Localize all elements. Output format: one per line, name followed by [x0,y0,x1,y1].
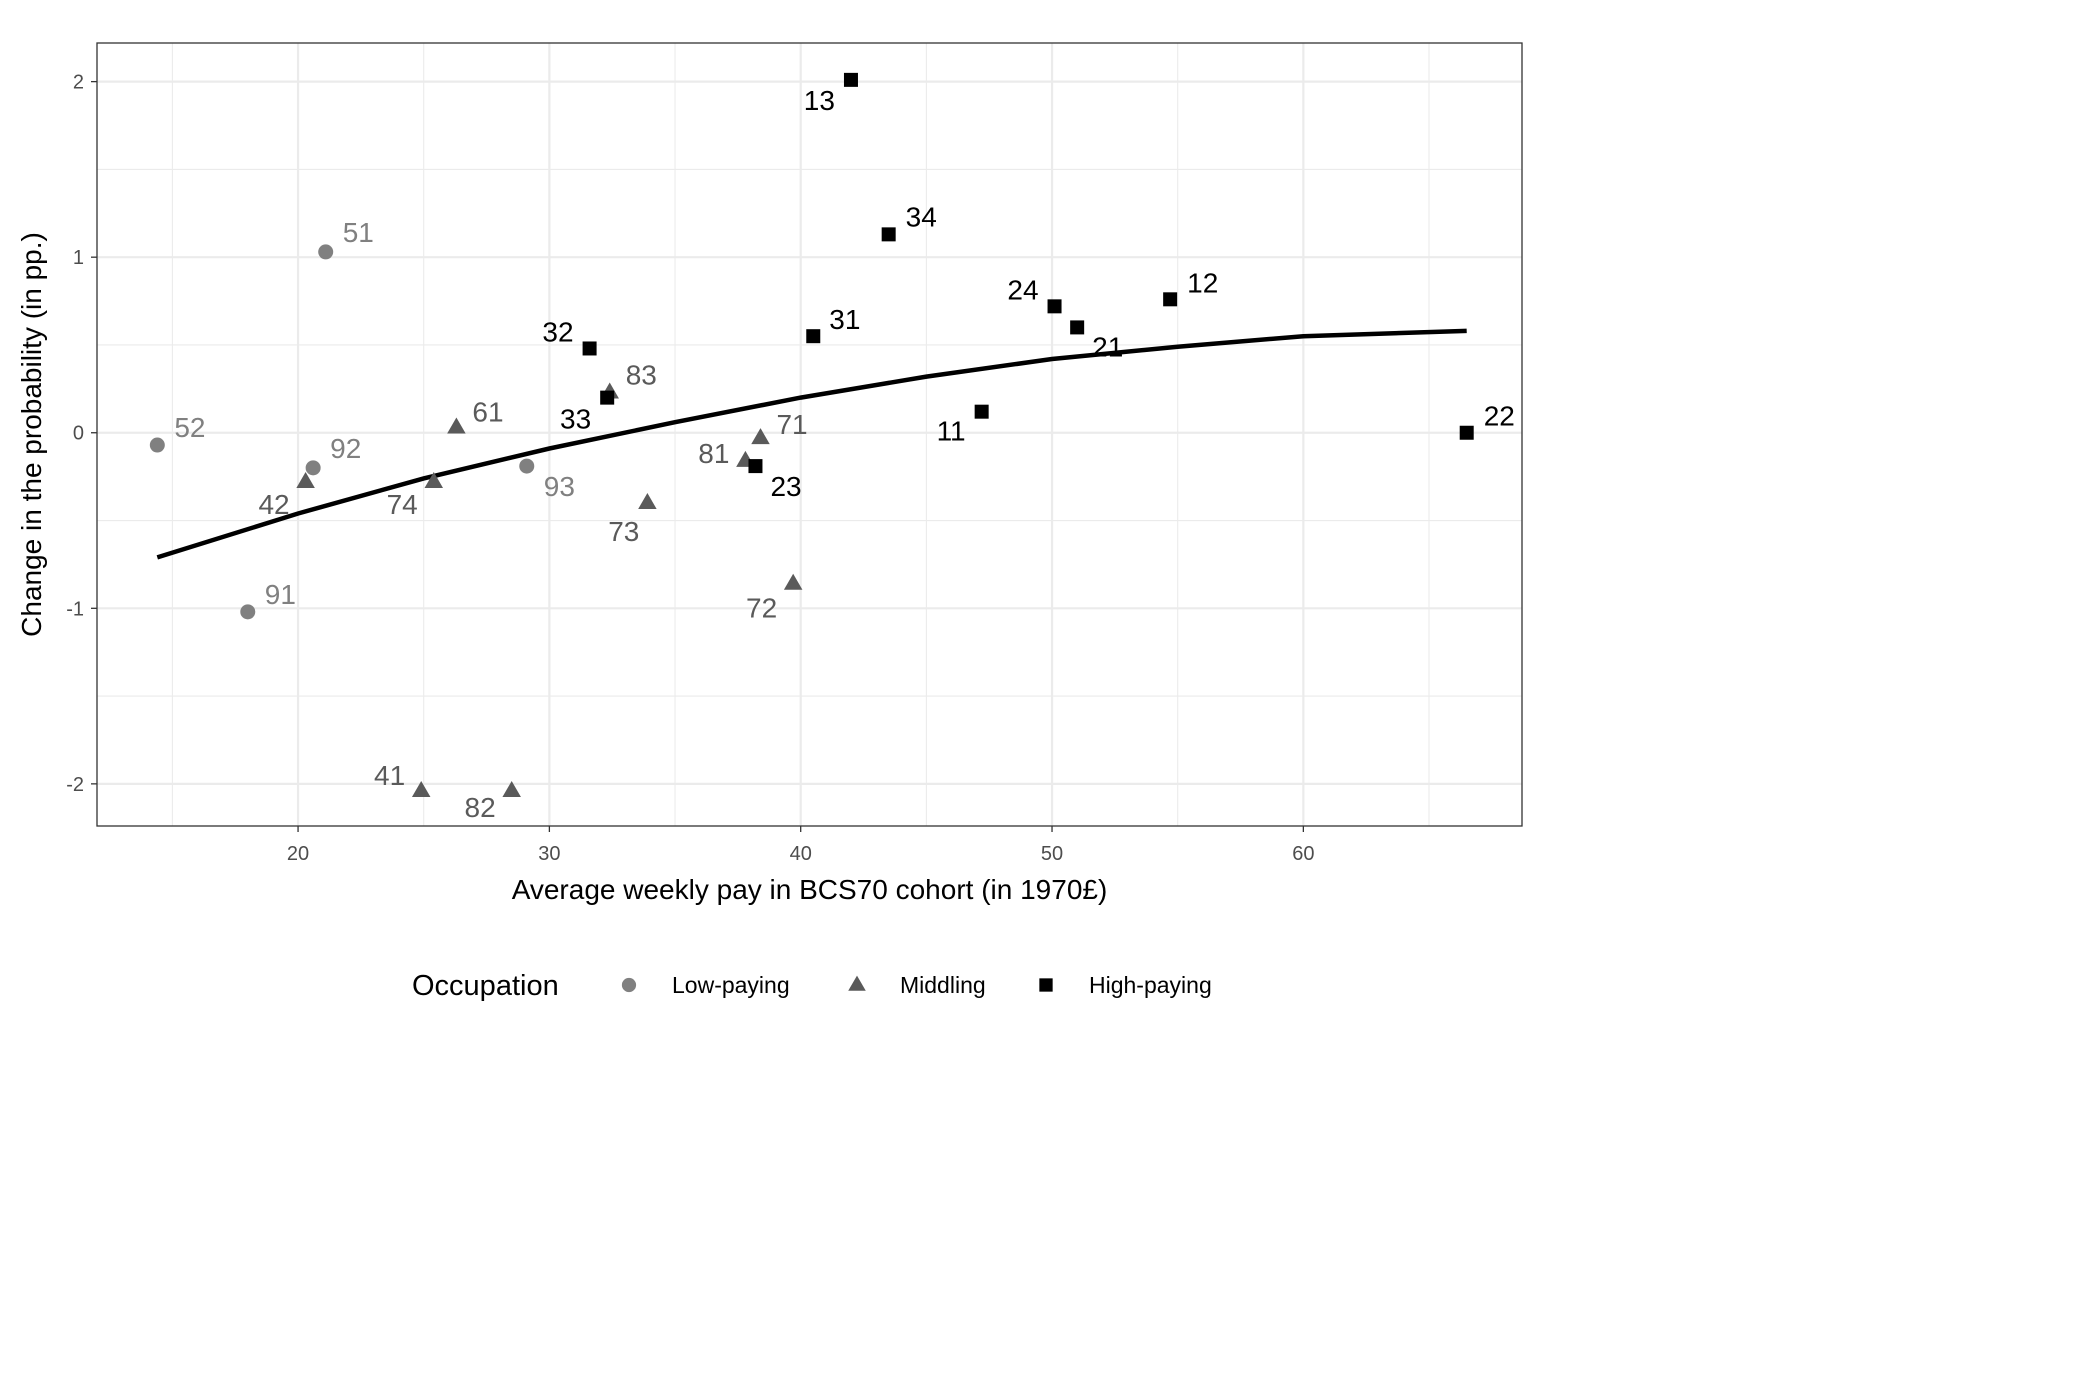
point-high-paying-32 [582,341,597,356]
point-label-12: 12 [1187,267,1218,298]
point-label-72: 72 [746,593,777,624]
point-label-32: 32 [542,316,573,347]
point-label-83: 83 [626,359,657,390]
point-high-paying-33 [600,390,615,405]
point-label-11: 11 [937,416,966,447]
legend-entries: Low-paying Middling High-paying [621,972,1212,998]
point-low-paying-52 [149,437,165,453]
point-label-22: 22 [1484,401,1515,432]
point-high-paying-34 [881,227,896,242]
point-label-93: 93 [544,471,575,502]
point-label-23: 23 [770,471,801,502]
x-axis-title: Average weekly pay in BCS70 cohort (in 1… [512,874,1108,905]
point-high-paying-31 [806,329,821,344]
point-label-52: 52 [174,412,205,443]
y-tick-label: 0 [73,423,84,445]
x-tick-label: 30 [538,843,560,865]
point-label-24: 24 [1007,274,1038,305]
point-middling-73 [638,493,657,510]
legend-title: Occupation [412,970,559,1002]
legend-key-high-paying [1039,978,1053,992]
point-high-paying-21 [1070,320,1085,335]
panel-border [96,42,1523,827]
y-tick-label: -1 [66,598,84,620]
point-label-51: 51 [343,217,374,248]
point-label-33: 33 [560,404,591,435]
x-tick-label: 20 [287,843,309,865]
point-high-paying-22 [1459,425,1474,440]
point-middling-72 [783,573,803,590]
legend-key-middling [848,975,866,991]
y-tick-label: -2 [66,774,84,796]
point-low-paying-93 [519,458,535,474]
point-label-41: 41 [374,760,405,791]
point-middling-41 [411,780,431,797]
scatter-chart: 51 52 92 93 91 61 83 42 74 73 81 71 72 41 82 13 34 32 33 31… [16,42,1523,1002]
point-label-31: 31 [829,304,860,335]
point-labels-layer: 51 52 92 93 91 61 83 42 74 73 81 71 72 41 82 13 34 32 33 31… [174,85,1515,823]
point-middling-74 [424,471,444,488]
fit-line-layer [156,328,1467,560]
point-high-paying-13 [843,72,858,87]
fit-line [156,328,1467,560]
x-tick-label: 50 [1041,843,1063,865]
point-low-paying-91 [240,604,256,620]
x-tick-label: 60 [1292,843,1314,865]
point-high-paying-12 [1163,292,1178,307]
point-middling-71 [751,428,770,445]
legend: Occupation Low-paying Middling High-paying [412,970,1212,1002]
point-label-81: 81 [698,438,729,469]
point-label-92: 92 [330,433,361,464]
point-label-73: 73 [608,516,639,547]
legend-label-low-paying: Low-paying [672,972,790,998]
point-label-91: 91 [265,579,296,610]
y-tick-label: 2 [73,72,84,94]
point-high-paying-24 [1047,299,1062,314]
point-low-paying-92 [305,460,321,476]
point-label-61: 61 [472,396,503,427]
legend-label-high-paying: High-paying [1089,972,1212,998]
legend-key-low-paying [621,977,637,993]
y-axis-title: Change in the probability (in pp.) [16,232,47,637]
point-label-21: 21 [1092,331,1123,362]
point-low-paying-51 [318,244,334,260]
x-tick-label: 40 [790,843,812,865]
point-label-82: 82 [465,792,496,823]
point-middling-61 [447,417,466,434]
point-label-74: 74 [387,489,418,520]
point-label-34: 34 [906,201,937,232]
point-high-paying-11 [974,404,989,419]
y-tick-label: 1 [73,247,84,269]
point-label-71: 71 [776,409,807,440]
point-middling-42 [296,471,315,488]
point-high-paying-23 [748,459,763,474]
grid [97,43,1522,826]
point-middling-82 [502,780,521,797]
point-label-42: 42 [258,489,289,520]
legend-label-middling: Middling [900,972,986,998]
point-label-13: 13 [804,85,835,116]
points-layer [149,72,1474,797]
